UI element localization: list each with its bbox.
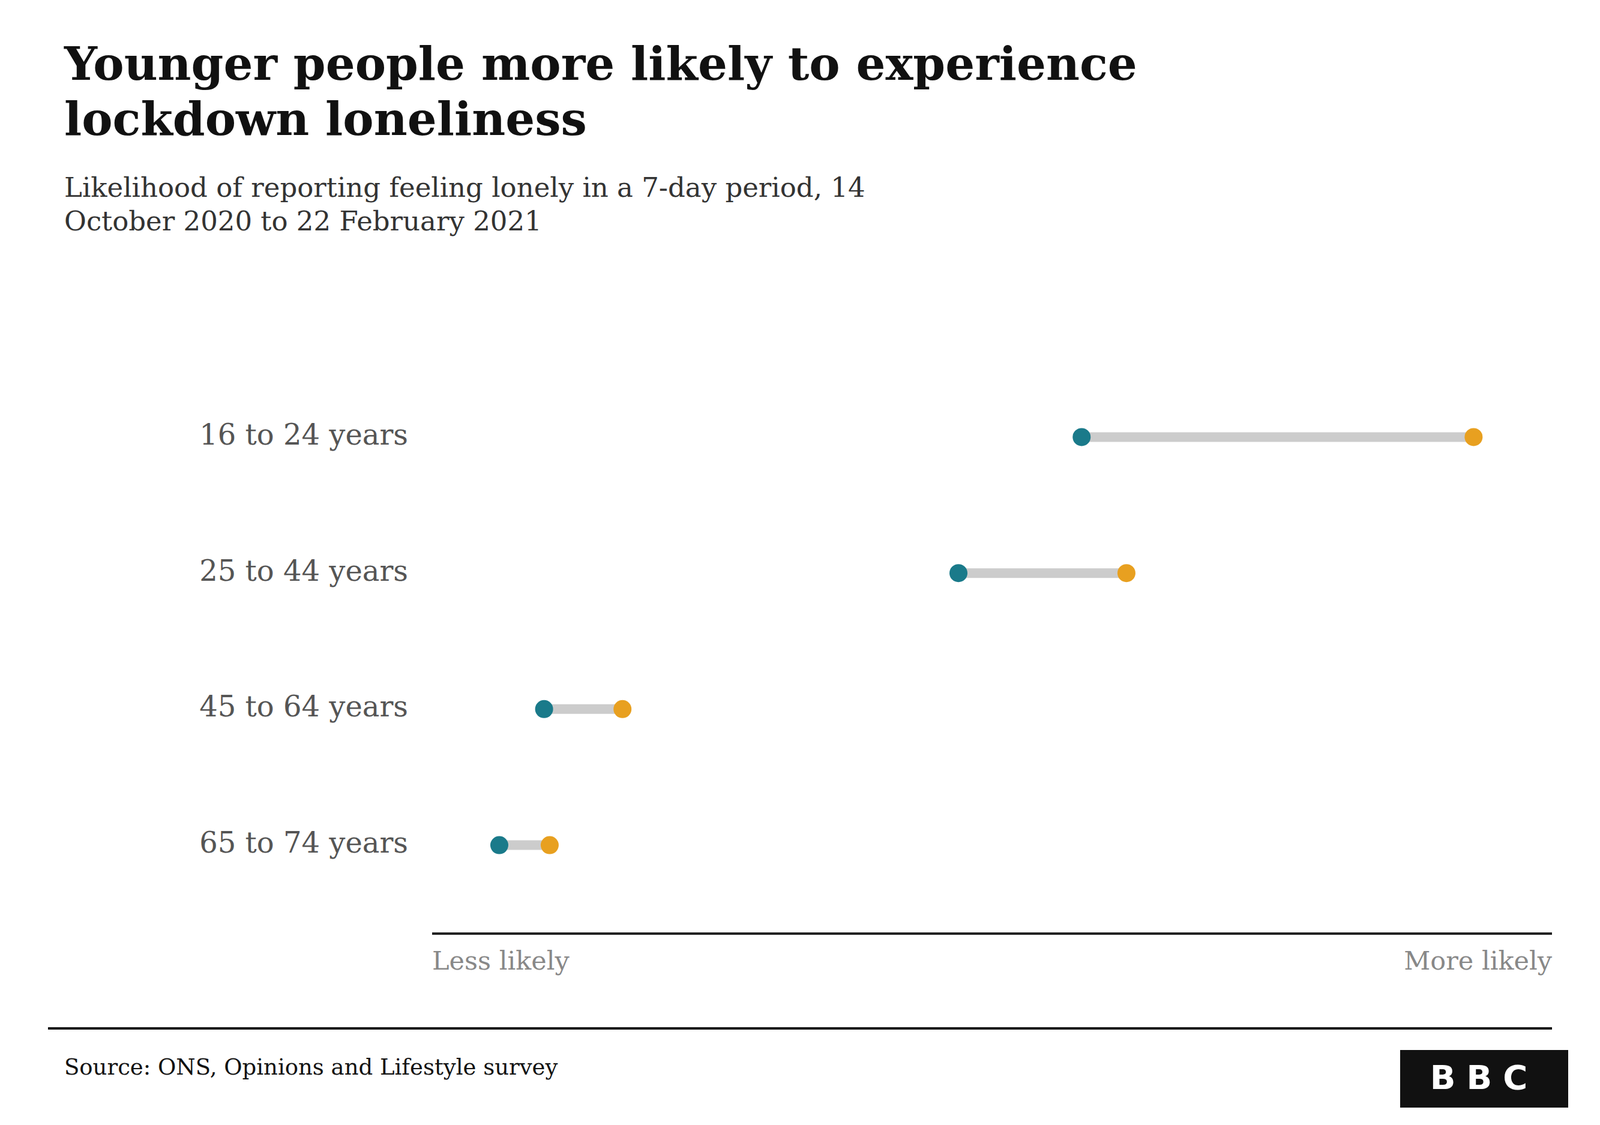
marks — [490, 427, 1483, 855]
header: Younger people more likely to experience… — [64, 36, 1325, 239]
category-label: 25 to 44 years — [199, 553, 409, 588]
dot — [1117, 564, 1136, 583]
x-tick-label: More likely — [1403, 945, 1552, 976]
dot — [949, 564, 968, 583]
connector — [958, 568, 1127, 578]
dot — [1464, 427, 1483, 446]
logo: BBC — [1400, 1050, 1569, 1108]
source: Source: ONS, Opinions and Lifestyle surv… — [64, 1054, 558, 1081]
x-tick-label: Less likely — [432, 945, 571, 976]
title: Younger people more likely to experience… — [64, 36, 1325, 148]
category-label: 65 to 74 years — [199, 825, 409, 860]
chart: 16 to 24 years 25 to 44 years 45 to 64 yea… — [0, 0, 1600, 1125]
category-label: 16 to 24 years — [199, 417, 409, 452]
dot — [535, 700, 554, 719]
dot — [1072, 427, 1091, 446]
x-axis-line — [432, 932, 1552, 936]
subtitle: Likelihood of reporting feeling lonely i… — [64, 171, 965, 239]
logo-box — [1400, 1050, 1569, 1108]
dot — [613, 700, 632, 719]
logo-text: BBC — [1430, 1058, 1539, 1098]
separator — [48, 1027, 1552, 1030]
connector — [544, 704, 623, 715]
dot — [490, 836, 509, 855]
dot — [540, 836, 559, 855]
category-label: 45 to 64 years — [199, 689, 409, 724]
connector — [1081, 432, 1474, 442]
